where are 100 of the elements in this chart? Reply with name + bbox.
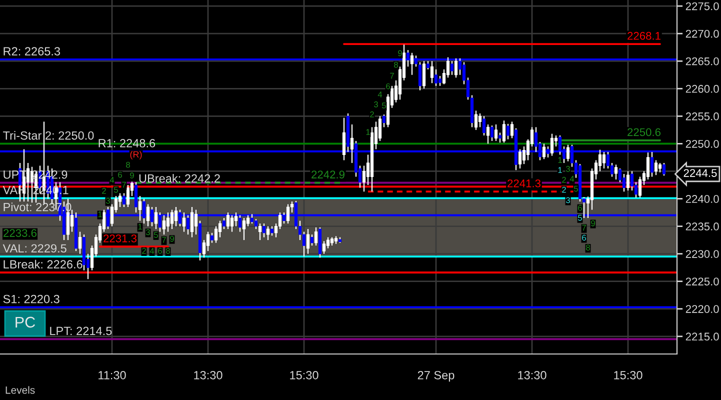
y-tick-label: 2240.0: [686, 195, 719, 203]
ref-line-label: VAL: 2229.5: [2, 244, 66, 253]
annotation: 3: [146, 229, 150, 236]
candlestick: [126, 184, 130, 208]
candlestick: [490, 124, 494, 142]
candlestick: [518, 148, 522, 170]
candlestick: [286, 204, 290, 224]
ref-line-label: LPT: 2214.5: [50, 326, 112, 336]
candlestick: [166, 212, 170, 232]
ref-line-label: Tri-Star 2: 2250.0: [3, 131, 94, 140]
annotation: 6: [386, 83, 390, 90]
candlestick: [154, 206, 158, 230]
annotation: 8: [394, 62, 398, 68]
candlestick: [658, 162, 662, 173]
candlestick: [190, 206, 194, 238]
candlestick: [234, 212, 238, 227]
candlestick: [622, 173, 626, 192]
annotation: 6: [118, 172, 122, 178]
annotation: 7: [390, 72, 394, 79]
candlestick: [654, 160, 658, 176]
annotation: (R): [130, 150, 142, 160]
annotation: 4: [150, 248, 154, 254]
annotation: 3: [566, 166, 570, 172]
annotation: 5: [154, 232, 158, 238]
data-label: 2231.3: [104, 234, 137, 242]
candlestick: [138, 195, 142, 222]
candlestick: [146, 204, 150, 227]
data-label: 2242.9: [312, 170, 344, 178]
x-tick-label: 15:30: [290, 370, 318, 380]
annotation: 9: [170, 236, 174, 242]
candlestick: [486, 124, 490, 144]
candlestick: [306, 228, 310, 254]
annotation: 1: [98, 211, 102, 218]
annotation: 1: [138, 224, 142, 230]
y-tick-label: 2255.0: [686, 112, 719, 120]
candlestick: [242, 217, 246, 241]
annotation: 7: [162, 237, 166, 243]
candlestick: [222, 217, 226, 230]
candlestick: [662, 162, 666, 176]
candlestick: [170, 209, 174, 230]
candlestick: [254, 218, 258, 230]
candlestick: [246, 214, 250, 227]
candlestick: [510, 121, 514, 139]
annotation: 8: [586, 244, 590, 251]
candlestick: [78, 231, 82, 254]
candlestick: [230, 214, 234, 232]
candlestick: [502, 120, 506, 144]
x-tick-label: 11:30: [98, 370, 126, 380]
candlestick: [194, 209, 198, 236]
ref-line-label: S1: 2220.3: [3, 294, 60, 304]
candlestick: [322, 240, 326, 254]
candlestick: [182, 212, 186, 232]
candlestick: [362, 165, 366, 192]
candlestick: [438, 75, 442, 86]
candlestick: [434, 68, 438, 86]
candlestick: [226, 212, 230, 230]
candlestick: [626, 170, 630, 192]
candlestick: [210, 232, 214, 244]
candlestick: [278, 212, 282, 230]
candlestick: [454, 58, 458, 78]
y-tick-label: 2215.0: [686, 332, 719, 341]
annotation: 7: [122, 182, 126, 188]
candlestick: [410, 52, 414, 76]
text: Levels: [6, 386, 35, 394]
candlestick: [162, 214, 166, 236]
annotation: 3: [106, 198, 110, 204]
annotation: 2: [370, 111, 374, 118]
candlestick: [314, 226, 318, 246]
candlestick: [598, 149, 602, 172]
ref-line-label: R2: 2265.3: [4, 47, 60, 56]
candlestick: [550, 133, 554, 156]
candlestick: [258, 222, 262, 241]
x-tick-label: 13:30: [518, 370, 546, 380]
annotation: 7: [582, 224, 586, 231]
annotation: 1: [558, 167, 562, 173]
annotation: 5: [382, 102, 386, 108]
candlestick: [206, 231, 210, 252]
data-label: 2250.6: [628, 128, 661, 136]
annotation: 5: [578, 214, 582, 221]
candlestick: [326, 236, 330, 249]
annotation: 9: [398, 50, 402, 56]
candlestick: [566, 144, 570, 162]
annotation: 1: [558, 157, 562, 163]
candlestick: [118, 192, 122, 208]
annotation: 1: [366, 129, 370, 135]
candlestick: [506, 123, 510, 140]
candlestick: [262, 222, 266, 238]
candlestick: [646, 152, 650, 180]
ref-line-label: LBreak: 2226.6: [4, 260, 82, 269]
candlestick: [638, 176, 642, 198]
annotation: 6: [578, 204, 582, 211]
annotation: 6: [158, 248, 162, 254]
annotation: 8: [126, 162, 130, 168]
candlestick: [614, 164, 618, 180]
candlestick: [350, 124, 354, 164]
annotation: 2233.6: [4, 229, 37, 237]
y-tick-label: 2265.0: [686, 57, 719, 66]
candlestick: [482, 116, 486, 136]
text: 2244.5: [684, 169, 717, 177]
y-tick-label: 2270.0: [686, 30, 719, 38]
